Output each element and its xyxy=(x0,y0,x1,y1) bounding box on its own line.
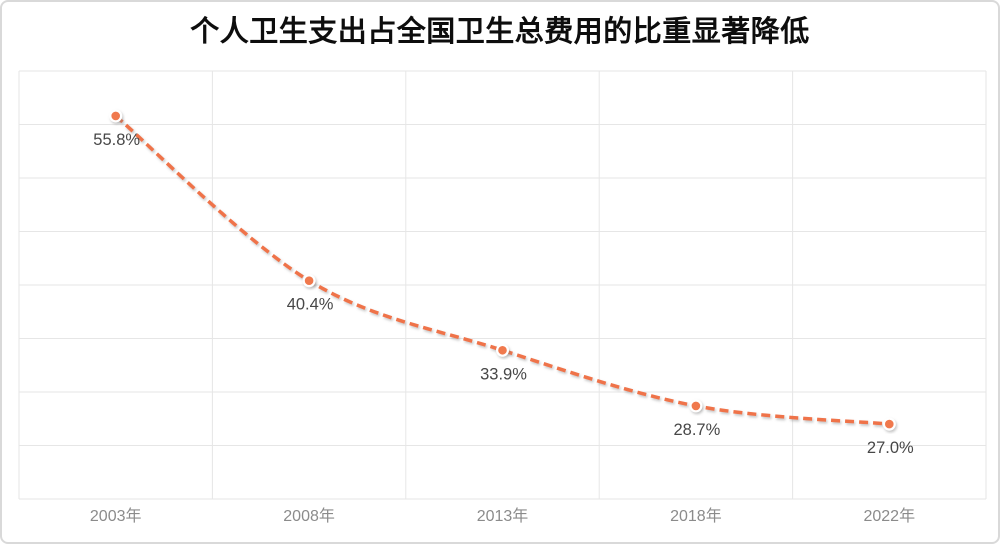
data-point-marker-2013年 xyxy=(496,343,510,357)
data-label-2013年: 33.9% xyxy=(480,365,527,383)
x-axis-label-2018年: 2018年 xyxy=(670,507,722,525)
x-axis-label-2013年: 2013年 xyxy=(477,507,529,525)
data-label-2008年: 40.4% xyxy=(287,296,334,314)
x-axis-label-2022年: 2022年 xyxy=(863,507,915,525)
grid-layer xyxy=(18,70,987,500)
chart-title: 个人卫生支出占全国卫生总费用的比重显著降低 xyxy=(190,16,810,48)
data-point-marker-2003年 xyxy=(109,109,123,123)
data-label-2018年: 28.7% xyxy=(674,421,721,439)
data-point-marker-2018年 xyxy=(689,399,703,413)
data-point-marker-2022年 xyxy=(882,417,896,431)
series-line xyxy=(114,114,890,426)
data-point-marker-2008年 xyxy=(302,274,316,288)
x-axis-label-2008年: 2008年 xyxy=(283,507,335,525)
label-layer: 55.8% 40.4% 33.9% 28.7% 27.0% xyxy=(93,131,914,457)
x-axis: 2003年 2008年 2013年 2018年 2022年 xyxy=(90,507,915,525)
data-label-2022年: 27.0% xyxy=(867,439,914,457)
x-axis-label-2003年: 2003年 xyxy=(90,507,142,525)
data-label-2003年: 55.8% xyxy=(93,131,140,149)
series-layer xyxy=(109,109,896,431)
